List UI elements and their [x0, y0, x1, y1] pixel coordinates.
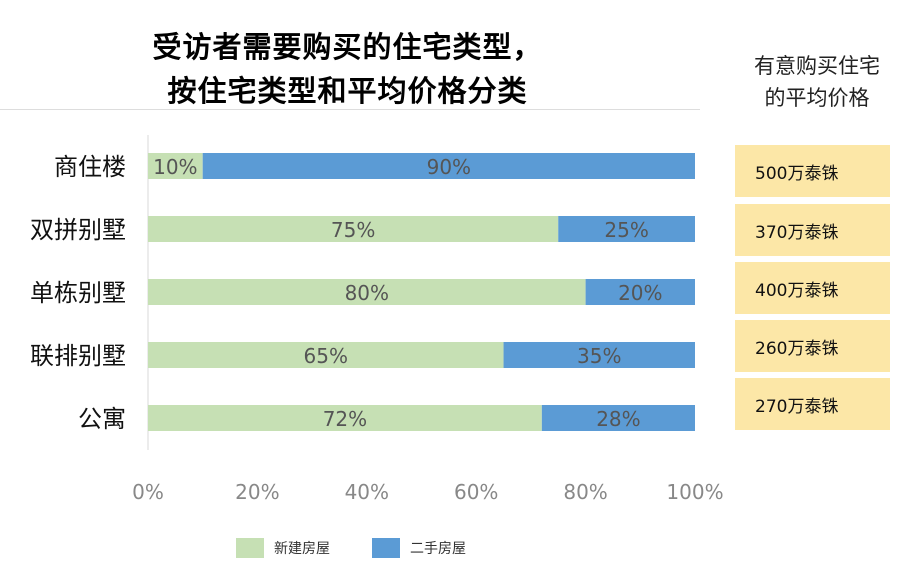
- bar-segment-resale: [541, 405, 695, 431]
- bar-data-label: 75%: [331, 218, 375, 242]
- legend-swatch-resale: [372, 538, 400, 558]
- average-price-box: 500万泰铢: [735, 145, 890, 197]
- bar-data-label: 90%: [427, 155, 471, 179]
- x-tick-label: 20%: [235, 480, 279, 504]
- category-label: 商住楼: [54, 153, 126, 181]
- legend-label-new: 新建房屋: [274, 541, 330, 557]
- bar-data-label: 20%: [618, 281, 662, 305]
- chart-title-line-2: 按住宅类型和平均价格分类: [167, 74, 528, 108]
- title-divider: [0, 109, 700, 110]
- bar-data-label: 25%: [604, 218, 648, 242]
- bar-segment-resale: [202, 153, 695, 179]
- bar-data-label: 10%: [153, 155, 197, 179]
- bar-data-label: 65%: [304, 344, 348, 368]
- chart-title-line-1: 受访者需要购买的住宅类型，: [152, 30, 543, 64]
- x-tick-label: 40%: [345, 480, 389, 504]
- x-tick-label: 0%: [132, 480, 164, 504]
- bar-data-label: 72%: [323, 407, 367, 431]
- bar-segment-resale: [558, 216, 695, 242]
- legend-item-resale: 二手房屋: [372, 538, 466, 558]
- bar-data-label: 80%: [345, 281, 389, 305]
- bar-data-label: 35%: [577, 344, 621, 368]
- category-label: 单栋别墅: [30, 279, 126, 307]
- category-label: 联排别墅: [30, 342, 126, 370]
- price-column-header-line-1: 有意购买住宅: [754, 54, 880, 78]
- bar-segment-resale: [503, 342, 695, 368]
- bar-segment-new: [148, 279, 586, 305]
- bar-segment-new: [148, 405, 542, 431]
- average-price-box: 260万泰铢: [735, 320, 890, 372]
- legend-item-new: 新建房屋: [236, 538, 330, 558]
- x-tick-label: 60%: [454, 480, 498, 504]
- bar-segment-new: [148, 342, 504, 368]
- price-column-header-line-2: 的平均价格: [764, 86, 870, 110]
- average-price-box: 370万泰铢: [735, 204, 890, 256]
- category-label: 公寓: [78, 405, 126, 433]
- bar-segment-new: [148, 153, 203, 179]
- legend-swatch-new: [236, 538, 264, 558]
- x-tick-label: 80%: [563, 480, 607, 504]
- average-price-box: 400万泰铢: [735, 262, 890, 314]
- bar-segment-resale: [585, 279, 695, 305]
- bar-segment-new: [148, 216, 559, 242]
- average-price-box: 270万泰铢: [735, 378, 890, 430]
- x-tick-label: 100%: [666, 480, 723, 504]
- legend-label-resale: 二手房屋: [410, 541, 466, 557]
- category-label: 双拼别墅: [30, 216, 126, 244]
- bar-data-label: 28%: [596, 407, 640, 431]
